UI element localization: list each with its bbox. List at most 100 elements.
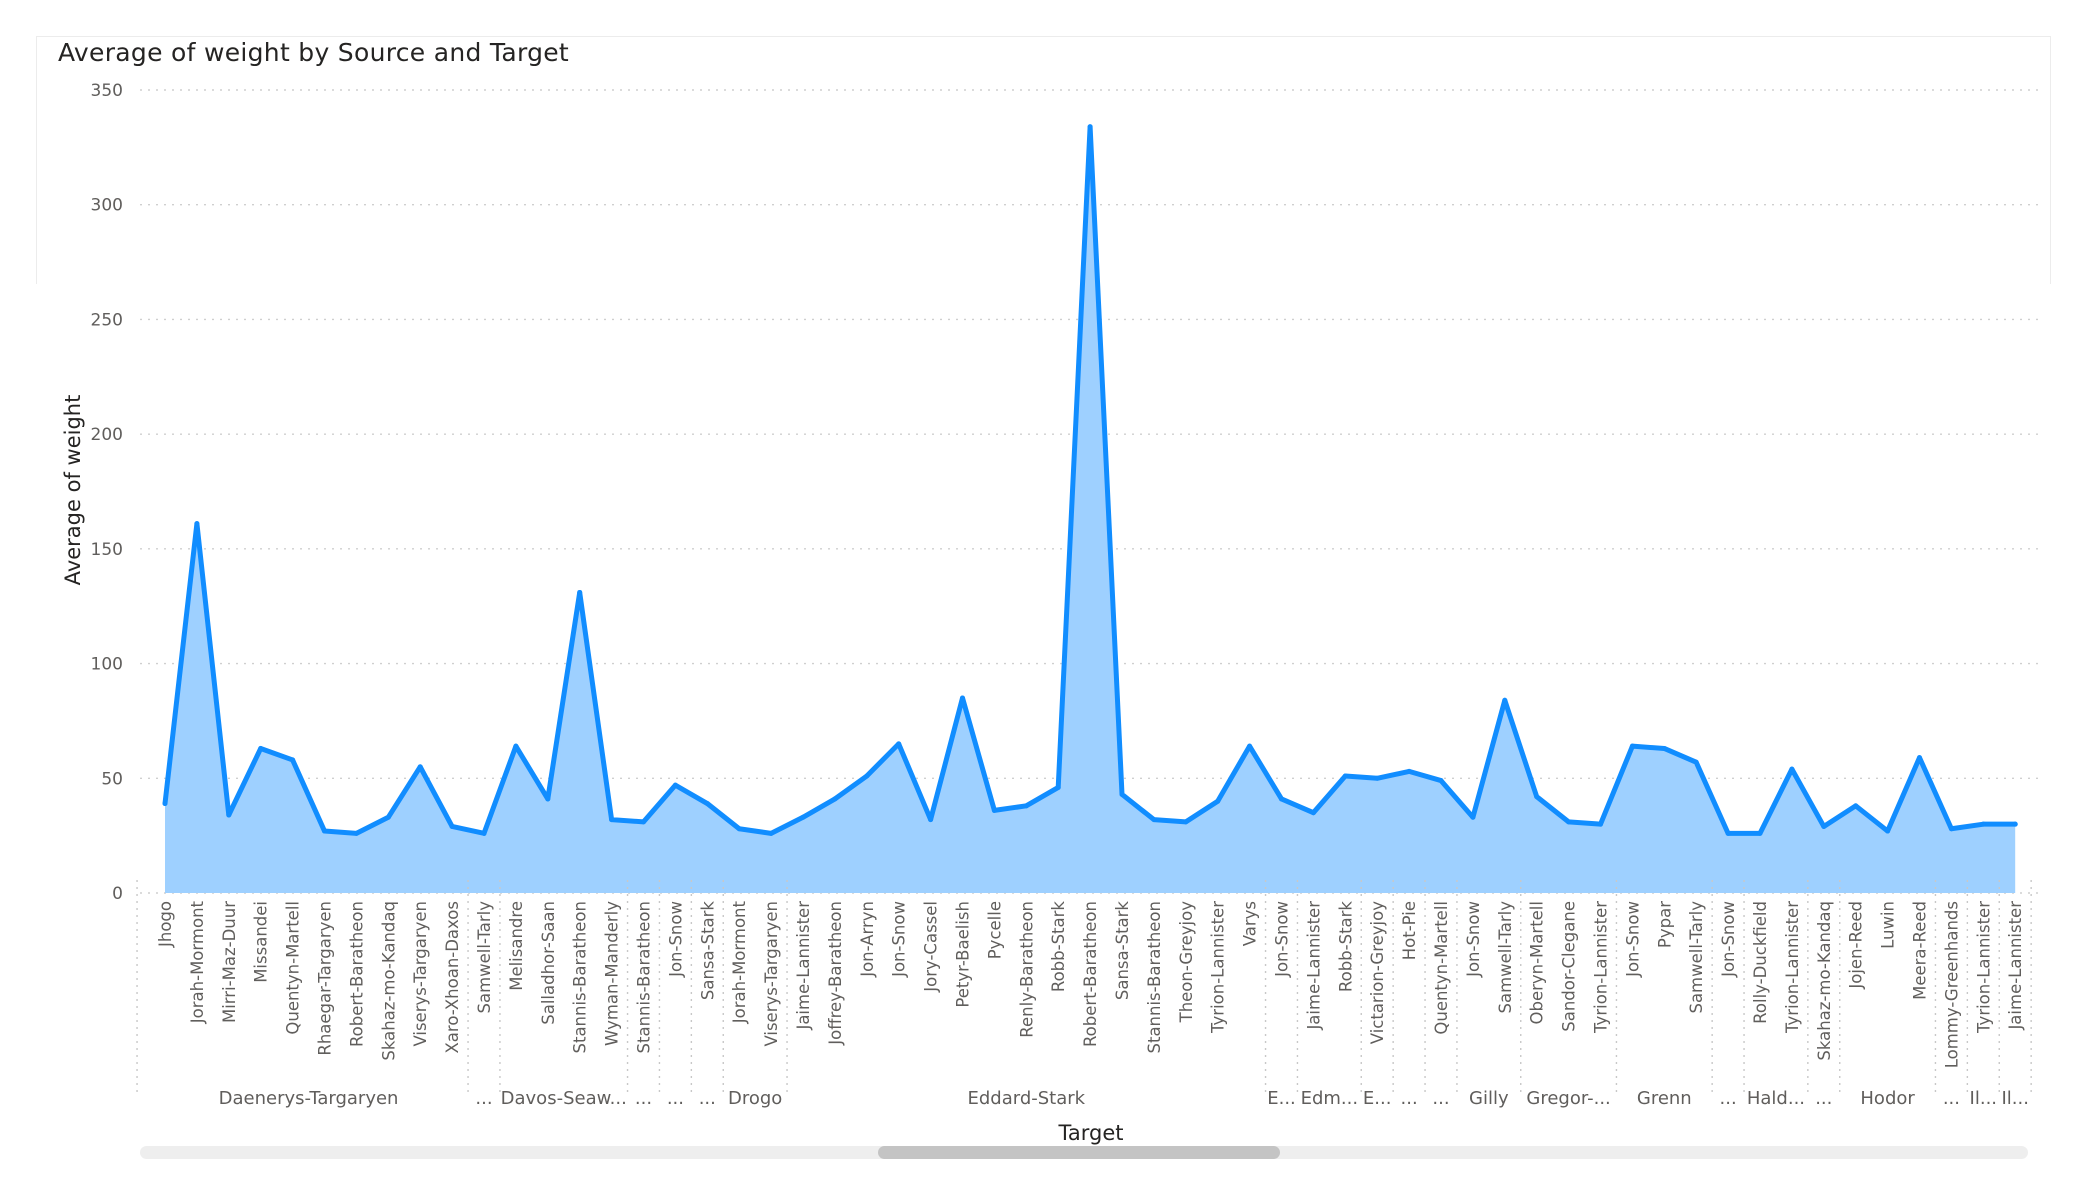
x-tick-label: Stannis-Baratheon: [1145, 901, 1164, 1053]
source-group-label: ...: [1943, 1088, 1960, 1109]
x-tick-label: Wyman-Manderly: [603, 901, 622, 1046]
data-point[interactable]: [1885, 828, 1891, 834]
x-tick-label: Jory-Cassel: [922, 901, 941, 993]
data-point[interactable]: [960, 695, 965, 701]
data-point[interactable]: [1279, 796, 1284, 802]
x-tick-label: Xaro-Xhoan-Daxos: [443, 901, 462, 1054]
source-group-label: E...: [1267, 1088, 1296, 1109]
source-group-label: Eddard-Stark: [967, 1088, 1085, 1109]
data-point[interactable]: [1247, 743, 1253, 749]
data-point[interactable]: [991, 807, 997, 813]
series-area[interactable]: [162, 124, 2018, 894]
x-tick-label: Stannis-Baratheon: [571, 901, 590, 1053]
data-point[interactable]: [1629, 743, 1635, 749]
x-tick-label: Tyrion-Lannister: [1592, 901, 1611, 1034]
source-group-label: ...: [1432, 1088, 1449, 1109]
data-point[interactable]: [1502, 697, 1508, 703]
source-group-label: ...: [1815, 1088, 1832, 1109]
source-group-label: Gregor-...: [1526, 1088, 1610, 1109]
data-point[interactable]: [800, 814, 806, 820]
data-point[interactable]: [1693, 759, 1699, 765]
x-tick-label: Viserys-Targaryen: [762, 901, 781, 1047]
x-tick-label: Jon-Snow: [1464, 901, 1483, 978]
x-tick-label: Jon-Snow: [666, 901, 685, 978]
horizontal-scrollbar[interactable]: [140, 1146, 2028, 1159]
x-tick-label: Jorah-Mormont: [730, 900, 749, 1024]
data-point[interactable]: [481, 830, 487, 836]
data-point[interactable]: [864, 773, 870, 779]
x-tick-label: Jaime-Lannister: [2006, 901, 2025, 1031]
data-point[interactable]: [1374, 775, 1380, 781]
x-tick-label: Petyr-Baelish: [954, 901, 973, 1008]
data-point[interactable]: [1470, 814, 1476, 820]
data-point[interactable]: [353, 830, 359, 836]
data-point[interactable]: [1534, 794, 1540, 800]
data-point[interactable]: [1566, 819, 1572, 825]
x-tick-label: Samwell-Tarly: [1687, 901, 1706, 1014]
x-tick-label: Robert-Baratheon: [347, 901, 366, 1047]
data-point[interactable]: [1821, 823, 1827, 829]
data-point[interactable]: [1183, 819, 1189, 825]
x-tick-label: Robert-Baratheon: [1081, 901, 1100, 1047]
x-tick-label: Renly-Baratheon: [1017, 901, 1036, 1038]
data-point[interactable]: [1119, 791, 1125, 797]
data-point[interactable]: [928, 817, 934, 823]
data-point[interactable]: [1087, 124, 1093, 130]
data-point[interactable]: [1215, 798, 1221, 804]
data-point[interactable]: [577, 589, 583, 595]
data-point[interactable]: [194, 521, 200, 527]
x-tick-label: Jon-Snow: [1273, 901, 1292, 978]
data-point[interactable]: [1661, 745, 1667, 751]
x-tick-label: Robb-Stark: [1049, 901, 1068, 993]
x-tick-label: Varys: [1241, 901, 1260, 946]
data-point[interactable]: [1342, 773, 1348, 779]
data-point[interactable]: [1853, 803, 1859, 809]
y-tick-label: 0: [112, 884, 123, 904]
y-tick-label: 350: [91, 81, 123, 101]
y-axis-title: Average of weight: [61, 395, 85, 586]
data-point[interactable]: [896, 741, 902, 747]
source-group-label: ...: [475, 1088, 492, 1109]
x-tick-label: Sansa-Stark: [1113, 901, 1132, 1001]
data-point[interactable]: [736, 826, 742, 832]
data-point[interactable]: [162, 801, 168, 807]
data-point[interactable]: [385, 814, 391, 820]
data-point[interactable]: [545, 796, 551, 802]
x-tick-label: Jon-Arryn: [858, 901, 877, 978]
data-point[interactable]: [258, 745, 264, 751]
data-point[interactable]: [1789, 766, 1795, 772]
data-point[interactable]: [1406, 768, 1412, 774]
data-point[interactable]: [1310, 810, 1316, 816]
data-point[interactable]: [1725, 830, 1731, 836]
data-point[interactable]: [1948, 826, 1954, 832]
data-point[interactable]: [1151, 817, 1157, 823]
x-tick-label: Missandei: [252, 901, 271, 983]
data-point[interactable]: [513, 743, 519, 749]
source-group-label: ...: [699, 1088, 716, 1109]
data-point[interactable]: [1055, 784, 1061, 790]
data-point[interactable]: [417, 764, 423, 770]
data-point[interactable]: [322, 828, 327, 834]
data-point[interactable]: [449, 823, 455, 829]
data-point[interactable]: [290, 757, 296, 763]
source-group-label: ...: [667, 1088, 684, 1109]
data-point[interactable]: [672, 782, 678, 788]
y-tick-label: 150: [91, 540, 123, 560]
source-group-label: ...: [1401, 1088, 1418, 1109]
data-point[interactable]: [1757, 830, 1763, 836]
data-point[interactable]: [1598, 821, 1603, 827]
data-point[interactable]: [1917, 755, 1922, 761]
x-tick-label: Rhaegar-Targaryen: [316, 901, 335, 1056]
data-point[interactable]: [226, 812, 232, 818]
data-point[interactable]: [1023, 803, 1029, 809]
data-point[interactable]: [1438, 778, 1444, 784]
data-point[interactable]: [832, 796, 838, 802]
data-point[interactable]: [1980, 821, 1986, 827]
scrollbar-thumb[interactable]: [878, 1146, 1280, 1159]
data-point[interactable]: [609, 817, 615, 823]
data-point[interactable]: [768, 830, 774, 836]
data-point[interactable]: [641, 819, 646, 825]
source-group-label: E...: [1363, 1088, 1392, 1109]
data-point[interactable]: [2012, 821, 2018, 827]
data-point[interactable]: [704, 801, 710, 807]
